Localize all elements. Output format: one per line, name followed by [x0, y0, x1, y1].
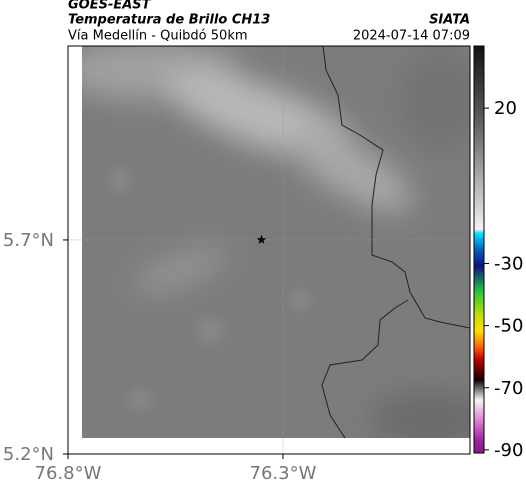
station-marker: [256, 234, 267, 244]
colorbar-label: -70: [494, 378, 523, 399]
source: SIATA: [429, 13, 470, 28]
y-tick-label: 5.7°N: [3, 230, 54, 251]
colorbar-label: -50: [494, 316, 523, 337]
title: GOES-EAST: [68, 0, 152, 13]
colorbar: [473, 45, 485, 454]
map-frame: [67, 45, 471, 455]
timestamp: 2024-07-14 07:09: [353, 29, 470, 44]
x-tick-label: 76.3°W: [250, 463, 317, 484]
colorbar-label: 20: [494, 98, 517, 119]
borders: [321, 45, 471, 439]
x-tick-label: 76.8°W: [35, 463, 102, 484]
colorbar-label: -90: [494, 440, 523, 461]
colorbar-label: -30: [494, 253, 523, 274]
route: Vía Medellín - Quibdó 50km: [68, 29, 248, 44]
y-tick-label: 5.2°N: [3, 444, 54, 465]
satellite-image: [82, 46, 470, 438]
subtitle: Temperatura de Brillo CH13: [68, 13, 270, 28]
